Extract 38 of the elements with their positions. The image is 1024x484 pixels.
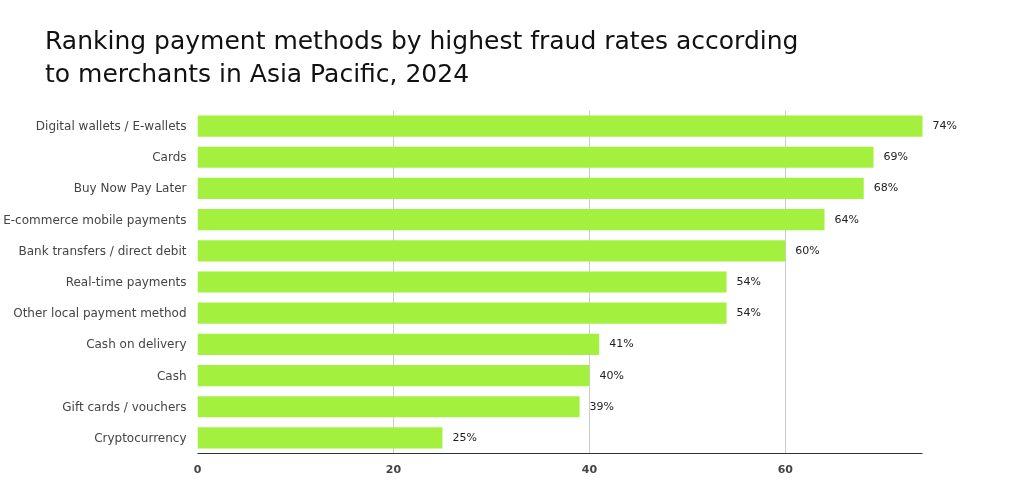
bar: [197, 364, 590, 387]
bar: [197, 240, 786, 262]
y-tick-label: Digital wallets / E-wallets: [35, 119, 187, 134]
y-tick-label: Bank transfers / direct debit: [18, 243, 187, 258]
data-label: 68%: [873, 181, 899, 195]
y-tick-label: Cards: [152, 150, 187, 165]
data-label: 39%: [589, 399, 615, 413]
y-tick-label: Real-time payments: [65, 275, 187, 289]
y-tick-label: E-commerce mobile payments: [3, 212, 187, 227]
x-tick-label: 20: [385, 462, 402, 476]
data-label: 40%: [599, 368, 624, 382]
data-label: 41%: [609, 337, 634, 351]
bar: [197, 209, 825, 231]
bar: [197, 302, 727, 324]
chart-title: Ranking payment methods by highest fraud rates according to merchants in Asia Pacific, 2024: [45, 25, 800, 90]
y-tick-label: Buy Now Pay Later: [73, 181, 187, 196]
y-tick-label: Cash: [156, 368, 187, 383]
data-label: 69%: [883, 150, 908, 164]
bar: [197, 115, 923, 137]
x-tick-label: 0: [193, 462, 202, 476]
bar: [197, 177, 864, 200]
data-label: 60%: [795, 243, 820, 257]
bar: [197, 146, 874, 168]
bar: [197, 333, 600, 355]
x-tick-label: 40: [581, 462, 598, 476]
data-label: 25%: [452, 430, 477, 444]
data-label: 54%: [736, 275, 762, 288]
bar: [197, 271, 727, 293]
bar: [197, 396, 580, 418]
y-tick-label: Cash on delivery: [86, 337, 187, 352]
y-tick-label: Gift cards / vouchers: [62, 399, 187, 414]
y-tick-label: Other local payment method: [13, 306, 187, 321]
data-label: 54%: [736, 306, 762, 320]
bar: [197, 427, 443, 449]
x-tick-label: 60: [777, 462, 794, 476]
data-label: 74%: [932, 119, 957, 133]
data-label: 64%: [834, 212, 859, 226]
y-tick-label: Cryptocurrency: [94, 430, 187, 445]
